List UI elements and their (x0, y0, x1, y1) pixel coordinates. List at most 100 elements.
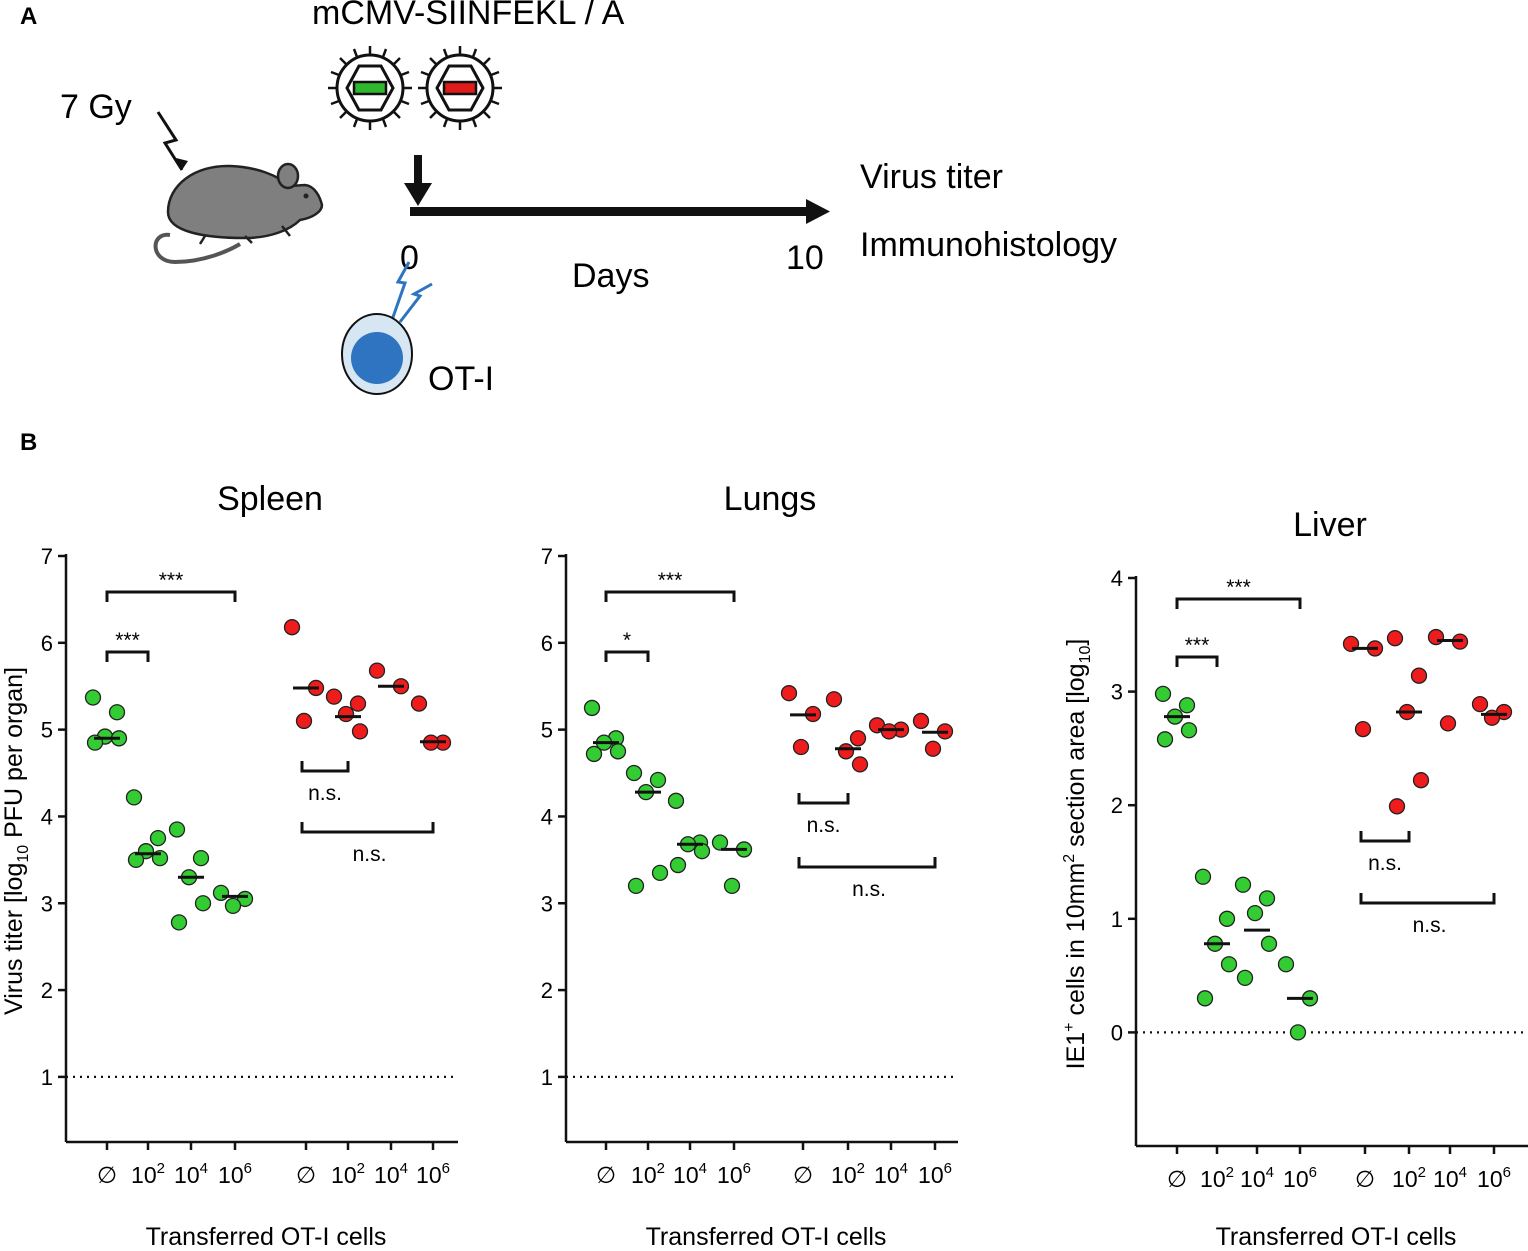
green-data-point (149, 829, 167, 847)
red-data-point (325, 688, 343, 705)
x-tick-label: 104 (1240, 1164, 1274, 1192)
significance-label: *** (658, 569, 683, 592)
green-data-point (1194, 868, 1212, 885)
significance-bracket (105, 590, 237, 602)
x-axis-label: Transferred OT-I cells (146, 1223, 387, 1251)
red-data-point (849, 730, 867, 747)
x-tick-label: ∅ (793, 1162, 813, 1188)
green-data-point (1178, 697, 1196, 714)
x-tick-label: 102 (831, 1160, 865, 1188)
significance-bracket (1359, 893, 1496, 905)
y-tick-label: 5 (41, 718, 53, 743)
red-data-point (368, 662, 386, 679)
y-tick-label: 1 (541, 1065, 553, 1090)
significance-bracket (604, 590, 736, 602)
red-data-point (410, 695, 428, 712)
y-tick-label: 2 (541, 978, 553, 1003)
red-data-point (295, 712, 313, 730)
panel-a-letter: A (20, 3, 37, 30)
red-data-point (1439, 715, 1457, 732)
y-tick-label: 7 (41, 544, 53, 569)
x-tick-label: ∅ (97, 1162, 117, 1188)
red-data-point (851, 756, 869, 773)
significance-bracket (604, 650, 650, 662)
green-data-point (84, 689, 102, 706)
x-tick-label: 106 (416, 1160, 450, 1188)
red-data-point (792, 738, 810, 756)
red-data-point (912, 712, 930, 730)
red-data-point (780, 685, 798, 702)
significance-label: *** (115, 629, 140, 652)
green-data-point (609, 743, 627, 760)
x-axis-label: Transferred OT-I cells (646, 1223, 887, 1251)
green-data-point (1236, 969, 1254, 987)
green-data-point (625, 764, 643, 782)
red-data-point (1412, 772, 1430, 789)
significance-bracket (797, 793, 850, 805)
panel-a: A mCMV-SIINFEKL / A 7 Gy (20, 0, 1117, 398)
red-data-point (349, 695, 367, 712)
green-data-point (585, 745, 603, 763)
t-cell-icon (341, 261, 433, 395)
y-axis-label: IE1+ cells in 10mm2 section area [log10] (1061, 639, 1094, 1070)
significance-label: n.s. (308, 782, 342, 805)
x-tick-label: 102 (1200, 1164, 1234, 1192)
green-data-point (1220, 956, 1238, 973)
green-data-point (667, 792, 685, 809)
x-tick-label: 102 (131, 1160, 165, 1188)
x-tick-label: 104 (174, 1160, 208, 1188)
significance-label: * (623, 629, 631, 652)
significance-bracket (300, 822, 435, 834)
ot-i-label: OT-I (428, 360, 494, 398)
significance-label: n.s. (807, 814, 841, 837)
y-tick-label: 4 (541, 804, 553, 829)
y-tick-label: 7 (541, 544, 553, 569)
green-data-point (1154, 685, 1172, 703)
red-data-point (1410, 667, 1428, 684)
chart-title: Lungs (724, 480, 817, 518)
green-data-point (212, 884, 230, 901)
significance-bracket (1175, 655, 1219, 667)
red-data-point (283, 619, 301, 636)
x-tick-label: 106 (918, 1160, 952, 1188)
y-tick-label: 1 (1111, 907, 1123, 932)
significance-bracket (105, 650, 150, 662)
red-data-point (880, 723, 898, 740)
x-tick-label: ∅ (596, 1162, 616, 1188)
chart-lungs: Lungs 1 2 3 4 5 6 7 ∅ 102 104 106 ∅ 102 104 106 Transfer… (541, 480, 958, 1251)
red-data-point (1483, 709, 1501, 726)
infection-arrow (404, 155, 432, 206)
red-data-point (1471, 695, 1489, 713)
green-data-point (693, 843, 711, 860)
significance-bracket (797, 857, 937, 869)
green-data-point (669, 856, 687, 874)
y-tick-label: 4 (41, 804, 53, 829)
significance-bracket (1359, 831, 1411, 843)
y-tick-label: 3 (41, 891, 53, 916)
green-data-point (1246, 904, 1264, 922)
red-data-point (1354, 720, 1372, 738)
red-data-point (337, 705, 355, 723)
red-data-point (1386, 630, 1404, 647)
x-tick-label: 106 (1283, 1164, 1317, 1192)
x-tick-label: 106 (1477, 1164, 1511, 1192)
y-tick-label: 0 (1111, 1020, 1123, 1045)
significance-label: *** (1226, 576, 1251, 599)
significance-label: n.s. (852, 878, 886, 901)
significance-label: *** (1185, 634, 1210, 657)
green-data-point (1289, 1024, 1307, 1041)
green-data-point (1258, 890, 1276, 907)
readout-virus-titer: Virus titer (860, 158, 1003, 196)
x-tick-label: 102 (1392, 1164, 1426, 1192)
y-tick-label: 3 (1111, 680, 1123, 705)
y-axis-label: Virus titer [log10 PFU per organ] (0, 667, 32, 1015)
lightning-icon (156, 111, 188, 171)
virion-red-icon (418, 46, 502, 130)
significance-bracket (1175, 597, 1302, 609)
y-tick-label: 2 (41, 978, 53, 1003)
y-tick-label: 5 (541, 718, 553, 743)
virion-green-icon (328, 46, 412, 130)
green-data-point (1277, 956, 1295, 973)
significance-label: n.s. (353, 843, 387, 866)
